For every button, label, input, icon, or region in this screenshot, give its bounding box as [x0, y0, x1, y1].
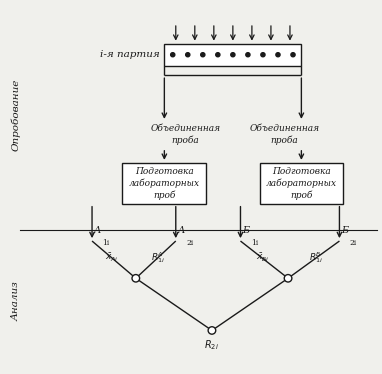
- Circle shape: [261, 53, 265, 57]
- Text: 1i: 1i: [102, 239, 110, 247]
- Circle shape: [171, 53, 175, 57]
- Circle shape: [216, 53, 220, 57]
- Bar: [123, 163, 206, 204]
- Text: Объединенная
проба: Объединенная проба: [249, 125, 319, 145]
- Circle shape: [186, 53, 190, 57]
- Text: $R_{2i}$: $R_{2i}$: [204, 338, 219, 352]
- Text: А: А: [94, 226, 101, 236]
- Circle shape: [132, 275, 139, 282]
- Circle shape: [291, 53, 295, 57]
- Text: i-я партия: i-я партия: [100, 50, 160, 59]
- Text: $\bar{x}_{Бi}$: $\bar{x}_{Бi}$: [256, 252, 269, 264]
- Text: $R_{1i}^{А}$: $R_{1i}^{А}$: [151, 250, 165, 265]
- Circle shape: [201, 53, 205, 57]
- Text: 2i: 2i: [186, 239, 193, 247]
- Circle shape: [284, 275, 292, 282]
- Text: Подготовка
лабораторных
проб: Подготовка лабораторных проб: [129, 167, 200, 200]
- Text: Объединенная
проба: Объединенная проба: [150, 125, 220, 145]
- Text: А: А: [178, 226, 185, 236]
- Text: $\bar{x}_{Аi}$: $\bar{x}_{Аi}$: [105, 252, 119, 264]
- Text: $R_{1i}^{Б}$: $R_{1i}^{Б}$: [309, 250, 323, 265]
- Bar: [164, 43, 301, 66]
- Text: Б: Б: [243, 226, 249, 236]
- Text: 1i: 1i: [251, 239, 258, 247]
- Circle shape: [246, 53, 250, 57]
- Text: Б: Б: [342, 226, 348, 236]
- Text: Анализ: Анализ: [11, 282, 20, 321]
- Text: 2i: 2i: [350, 239, 357, 247]
- Text: Подготовка
лабораторных
проб: Подготовка лабораторных проб: [266, 167, 337, 200]
- Circle shape: [231, 53, 235, 57]
- Circle shape: [208, 327, 216, 334]
- Bar: [259, 163, 343, 204]
- Text: Опробование: Опробование: [11, 79, 21, 151]
- Circle shape: [276, 53, 280, 57]
